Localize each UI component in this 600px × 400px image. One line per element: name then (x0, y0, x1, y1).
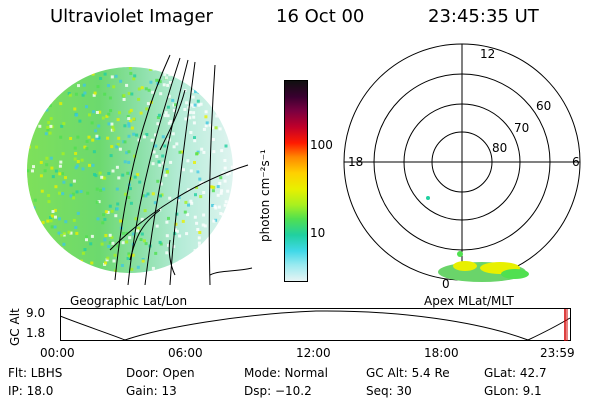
uv-image-globe (27, 54, 253, 286)
info-door: Door: Open (126, 366, 195, 380)
date-label: 16 Oct 00 (276, 6, 365, 27)
polar-label-12: 12 (480, 47, 495, 61)
colorbar-tick-10: 10 (310, 226, 326, 240)
info-mode: Mode: Normal (244, 366, 328, 380)
colorbar (284, 80, 308, 282)
instrument-title: Ultraviolet Imager (50, 6, 213, 27)
info-gain: Gain: 13 (126, 384, 177, 398)
polar-label-6: 6 (572, 155, 580, 169)
altitude-xtick-0600: 06:00 (168, 346, 203, 360)
time-label: 23:45:35 UT (428, 6, 539, 27)
polar-label-18: 18 (348, 155, 363, 169)
altitude-curve (60, 310, 571, 341)
apex-label: Apex MLat/MLT (424, 294, 514, 308)
altitude-xtick-1200: 12:00 (296, 346, 331, 360)
polar-plot: 12 18 6 0 60 70 80 (343, 43, 581, 291)
globe-disk (27, 67, 233, 273)
altitude-ytick-9: 9.0 (26, 306, 46, 320)
geographic-label: Geographic Lat/Lon (70, 294, 188, 308)
info-ip: IP: 18.0 (8, 384, 54, 398)
polar-lat-60: 60 (536, 99, 551, 113)
polar-label-0: 0 (442, 277, 450, 291)
altitude-ytick-1-8: 1.8 (26, 326, 46, 340)
polar-lat-80: 80 (492, 141, 507, 155)
info-glat: GLat: 42.7 (484, 366, 547, 380)
aurora-spots (426, 196, 529, 282)
altitude-ylabel: GC Alt (8, 308, 22, 346)
info-glon: GLon: 9.1 (484, 384, 542, 398)
colorbar-unit-label: photon cm⁻²s⁻¹ (258, 149, 272, 242)
altitude-frame (60, 308, 571, 341)
info-flt: Flt: LBHS (8, 366, 63, 380)
altitude-plot (60, 308, 571, 341)
polar-lat-70: 70 (514, 121, 529, 135)
info-gc-alt: GC Alt: 5.4 Re (366, 366, 450, 380)
altitude-xtick-2359: 23:59 (540, 346, 575, 360)
altitude-xtick-0000: 00:00 (40, 346, 75, 360)
altitude-xtick-1800: 18:00 (424, 346, 459, 360)
globe-grid-lines (109, 54, 253, 286)
colorbar-tick-100: 100 (310, 138, 333, 152)
info-dsp: Dsp: −10.2 (244, 384, 312, 398)
info-seq: Seq: 30 (366, 384, 412, 398)
